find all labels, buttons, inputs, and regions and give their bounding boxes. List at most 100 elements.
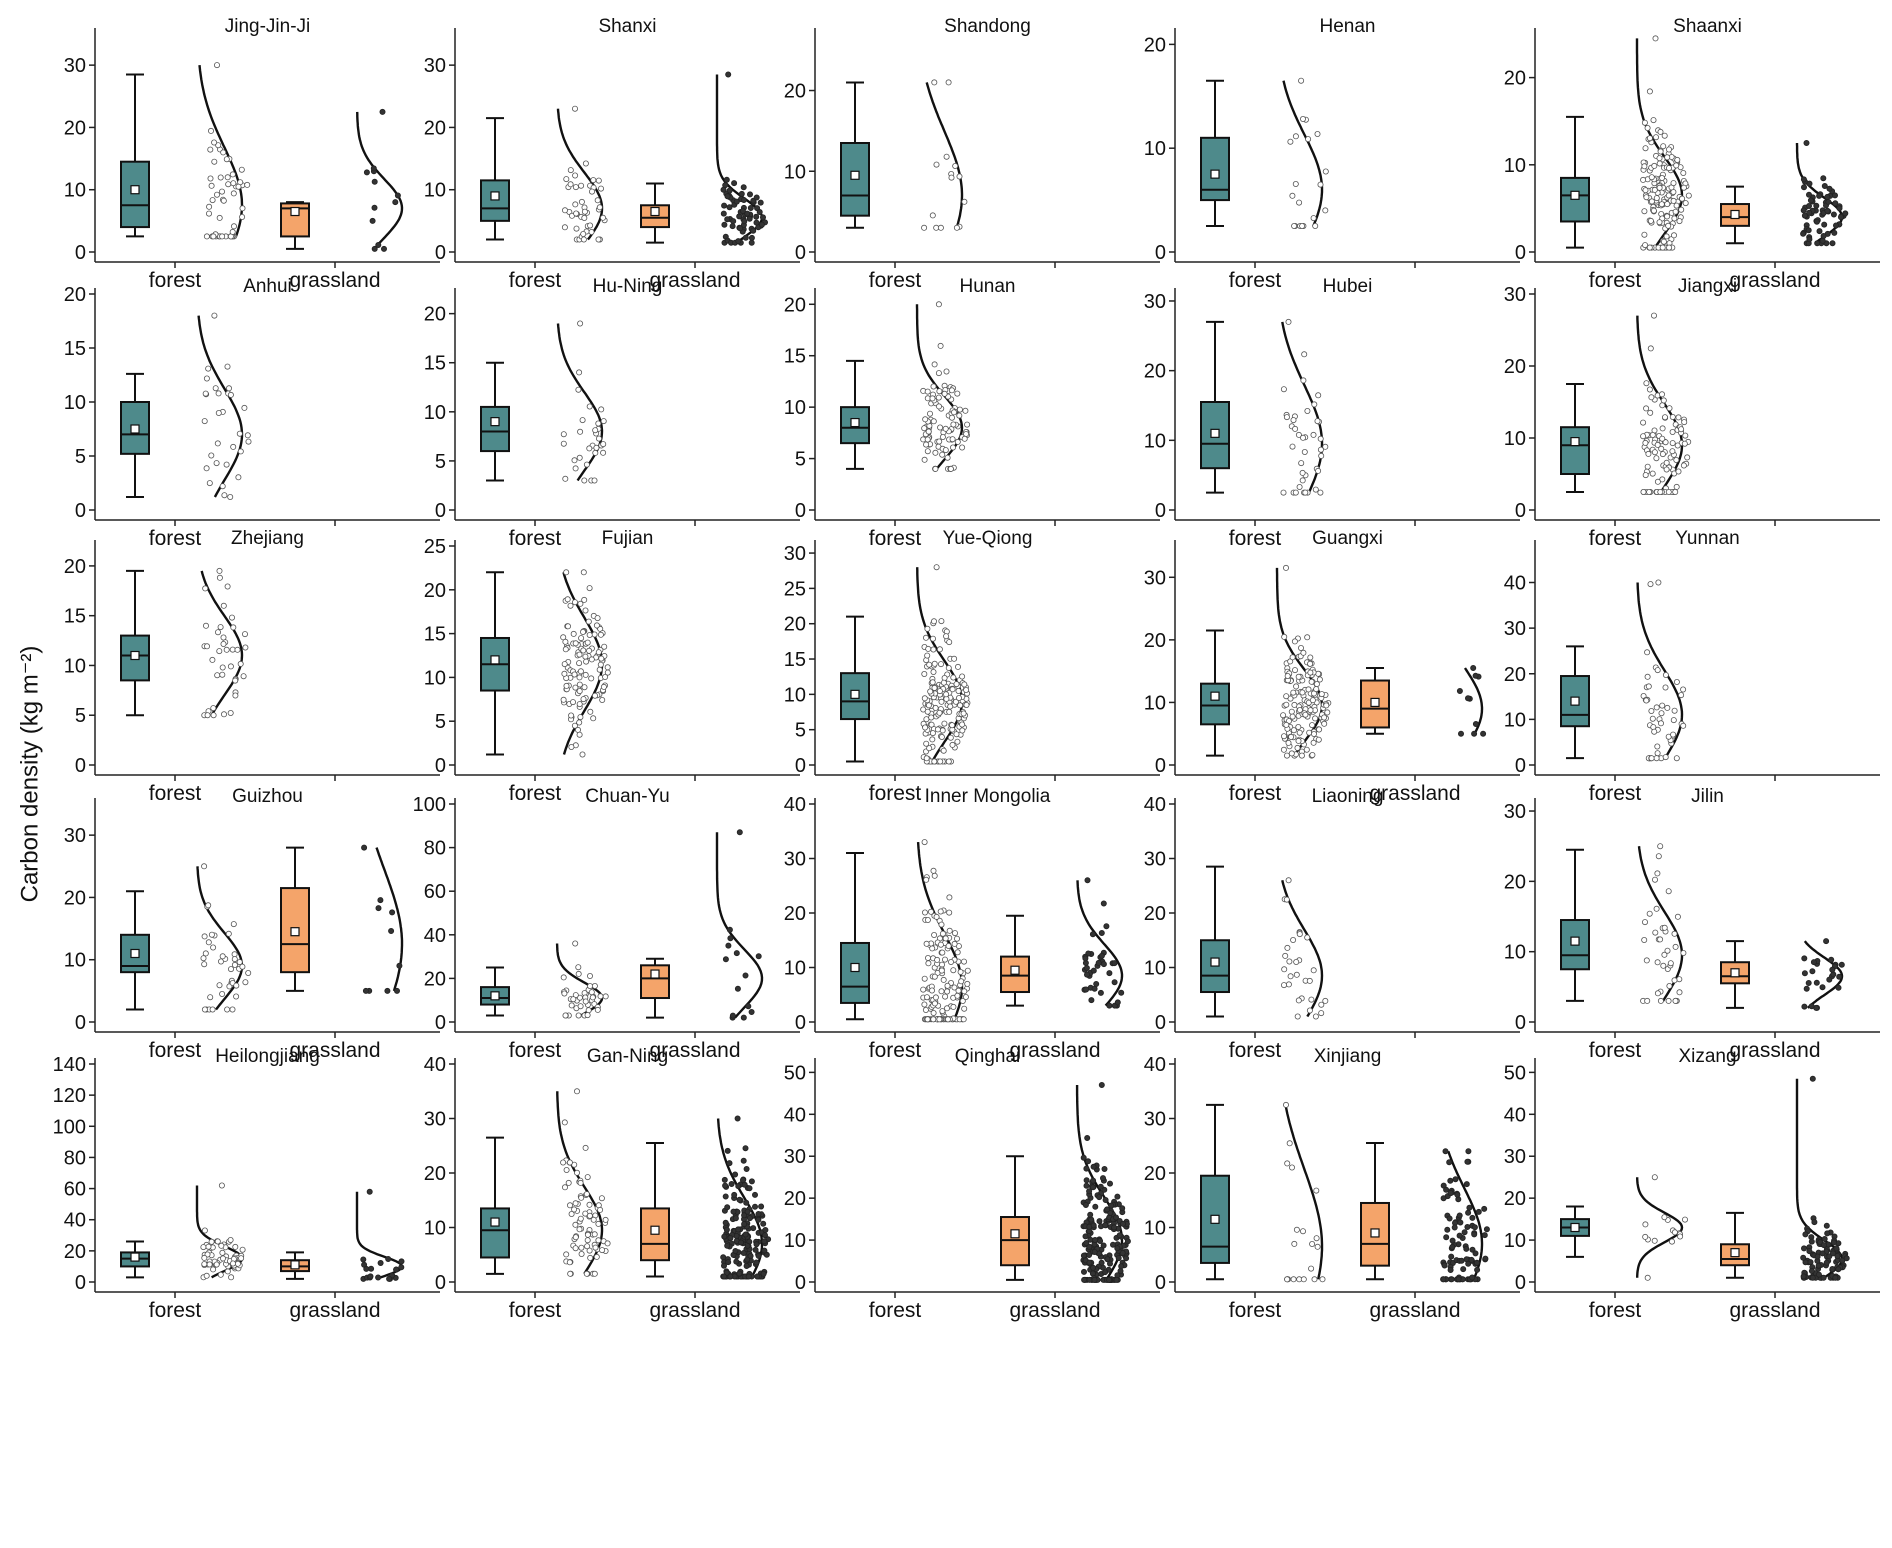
forest-point <box>939 451 946 458</box>
y-tick-label: 30 <box>64 825 86 847</box>
forest-point <box>1659 451 1666 458</box>
forest-point <box>562 646 569 653</box>
forest-point <box>562 1184 569 1191</box>
grassland-point <box>1823 1259 1830 1266</box>
x-tick-label: forest <box>509 782 562 805</box>
forest-point <box>941 390 948 397</box>
grassland-point <box>1835 984 1842 991</box>
forest-point <box>234 1260 241 1267</box>
forest-point <box>1296 707 1303 714</box>
forest-point <box>959 998 966 1005</box>
forest-point <box>211 158 218 165</box>
forest-point <box>239 1246 246 1253</box>
forest-point <box>921 839 928 846</box>
forest-point <box>227 493 234 500</box>
forest-point <box>220 602 227 609</box>
forest-point <box>1654 750 1661 757</box>
grassland-point <box>1097 1183 1104 1190</box>
forest-point <box>1301 448 1308 455</box>
forest-mean-marker <box>850 170 860 180</box>
forest-mean-marker <box>1210 1214 1220 1224</box>
forest-point <box>1321 714 1328 721</box>
forest-point <box>955 688 962 695</box>
forest-point <box>1306 977 1313 984</box>
y-tick-label: 40 <box>64 1210 86 1232</box>
x-tick-label: forest <box>509 269 562 292</box>
forest-point <box>583 1191 590 1198</box>
forest-point <box>1285 739 1292 746</box>
forest-point <box>922 909 929 916</box>
y-tick-label: 15 <box>424 624 446 646</box>
grassland-point <box>1096 1218 1103 1225</box>
forest-point <box>954 390 961 397</box>
grassland-point <box>754 1273 761 1280</box>
forest-point <box>230 180 237 187</box>
grassland-point <box>1090 1222 1097 1229</box>
forest-point <box>593 444 600 451</box>
forest-point <box>942 425 949 432</box>
forest-point <box>1665 222 1672 229</box>
forest-point <box>937 224 944 231</box>
forest-point <box>202 622 209 629</box>
forest-point <box>1646 488 1653 495</box>
forest-point <box>1307 660 1314 667</box>
x-tick-label: forest <box>1589 1039 1642 1062</box>
x-tick-label: grassland <box>289 269 380 292</box>
grassland-point <box>1471 1224 1478 1231</box>
forest-point <box>589 994 596 1001</box>
forest-point <box>227 1237 234 1244</box>
grassland-point <box>1120 1220 1127 1227</box>
forest-point <box>1642 1233 1649 1240</box>
x-tick-label: forest <box>1229 269 1282 292</box>
forest-point <box>930 669 937 676</box>
forest-point <box>595 1237 602 1244</box>
forest-point <box>571 457 578 464</box>
y-tick-label: 10 <box>1504 428 1526 450</box>
forest-point <box>576 701 583 708</box>
grassland-point <box>740 1177 747 1184</box>
y-tick-label: 40 <box>1504 573 1526 595</box>
forest-point <box>931 361 938 368</box>
forest-point <box>1661 1214 1668 1221</box>
panel-title: Yunnan <box>1675 528 1739 549</box>
forest-point <box>584 639 591 646</box>
grassland-point <box>1819 237 1826 244</box>
forest-point <box>599 697 606 704</box>
y-tick-label: 0 <box>75 1012 86 1034</box>
grassland-point <box>1814 1253 1821 1260</box>
grassland-point <box>1805 227 1812 234</box>
grassland-point <box>1838 214 1845 221</box>
forest-point <box>572 940 579 947</box>
forest-point <box>1665 192 1672 199</box>
forest-point <box>1657 128 1664 135</box>
grassland-point <box>753 194 760 201</box>
grassland-mean-marker <box>650 206 660 217</box>
grassland-point <box>1811 1219 1818 1226</box>
forest-point <box>1318 1001 1325 1008</box>
x-tick-label: forest <box>869 269 922 292</box>
forest-point <box>1666 405 1673 412</box>
forest-point <box>576 651 583 658</box>
forest-point <box>963 687 970 694</box>
grassland-point <box>758 221 765 228</box>
forest-point <box>228 1274 235 1281</box>
grassland-point <box>1090 1163 1097 1170</box>
forest-point <box>1662 684 1669 691</box>
forest-point <box>205 210 212 217</box>
forest-point <box>213 62 220 69</box>
forest-point <box>1285 318 1292 325</box>
grassland-point <box>1111 979 1118 986</box>
forest-mean-marker <box>1570 437 1580 447</box>
forest-point <box>572 599 579 606</box>
forest-point <box>230 624 237 631</box>
forest-point <box>225 181 232 188</box>
forest-point <box>579 751 586 758</box>
forest-point <box>1680 686 1687 693</box>
forest-point <box>946 909 953 916</box>
grassland-point <box>1842 210 1849 217</box>
grassland-point <box>1474 1266 1481 1273</box>
forest-point <box>943 368 950 375</box>
forest-point <box>596 435 603 442</box>
forest-point <box>1292 489 1299 496</box>
forest-point <box>576 454 583 461</box>
